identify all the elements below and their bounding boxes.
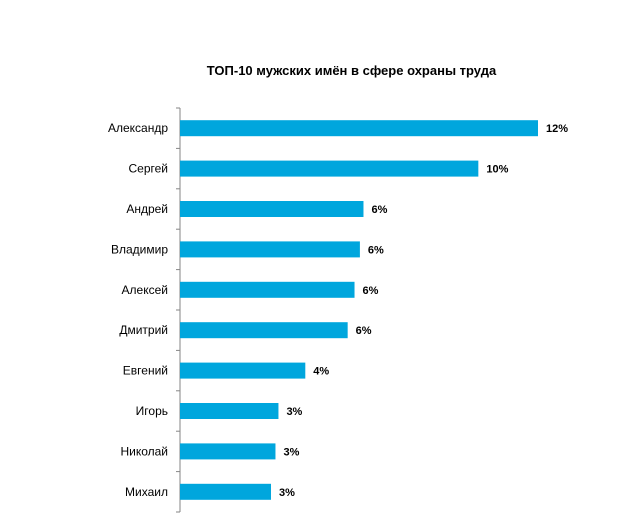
category-label: Владимир	[111, 242, 168, 256]
category-label: Александр	[108, 121, 168, 135]
chart-title: ТОП-10 мужских имён в сфере охраны труда	[206, 63, 497, 78]
value-label: 4%	[313, 366, 329, 378]
bar	[180, 120, 538, 137]
bar	[180, 403, 279, 419]
bar	[180, 483, 271, 500]
category-label: Евгений	[123, 364, 168, 378]
bar	[180, 362, 306, 379]
category-label: Андрей	[126, 202, 168, 216]
bar	[180, 201, 364, 217]
category-label: Михаил	[125, 485, 168, 499]
value-label: 10%	[486, 164, 508, 176]
value-label: 6%	[363, 285, 379, 297]
value-label: 3%	[283, 446, 299, 458]
value-label: 6%	[371, 204, 387, 216]
bar	[180, 281, 355, 298]
value-label: 12%	[546, 123, 568, 135]
category-label: Дмитрий	[119, 323, 168, 337]
category-label: Николай	[120, 444, 168, 458]
bar	[180, 160, 479, 177]
bar	[180, 322, 348, 339]
bar	[180, 443, 276, 460]
bar	[180, 241, 360, 258]
value-label: 3%	[279, 487, 295, 499]
value-label: 3%	[286, 406, 302, 418]
category-label: Игорь	[136, 404, 168, 418]
value-label: 6%	[368, 244, 384, 256]
category-label: Сергей	[128, 162, 168, 176]
value-label: 6%	[356, 325, 372, 337]
category-label: Алексей	[122, 283, 168, 297]
